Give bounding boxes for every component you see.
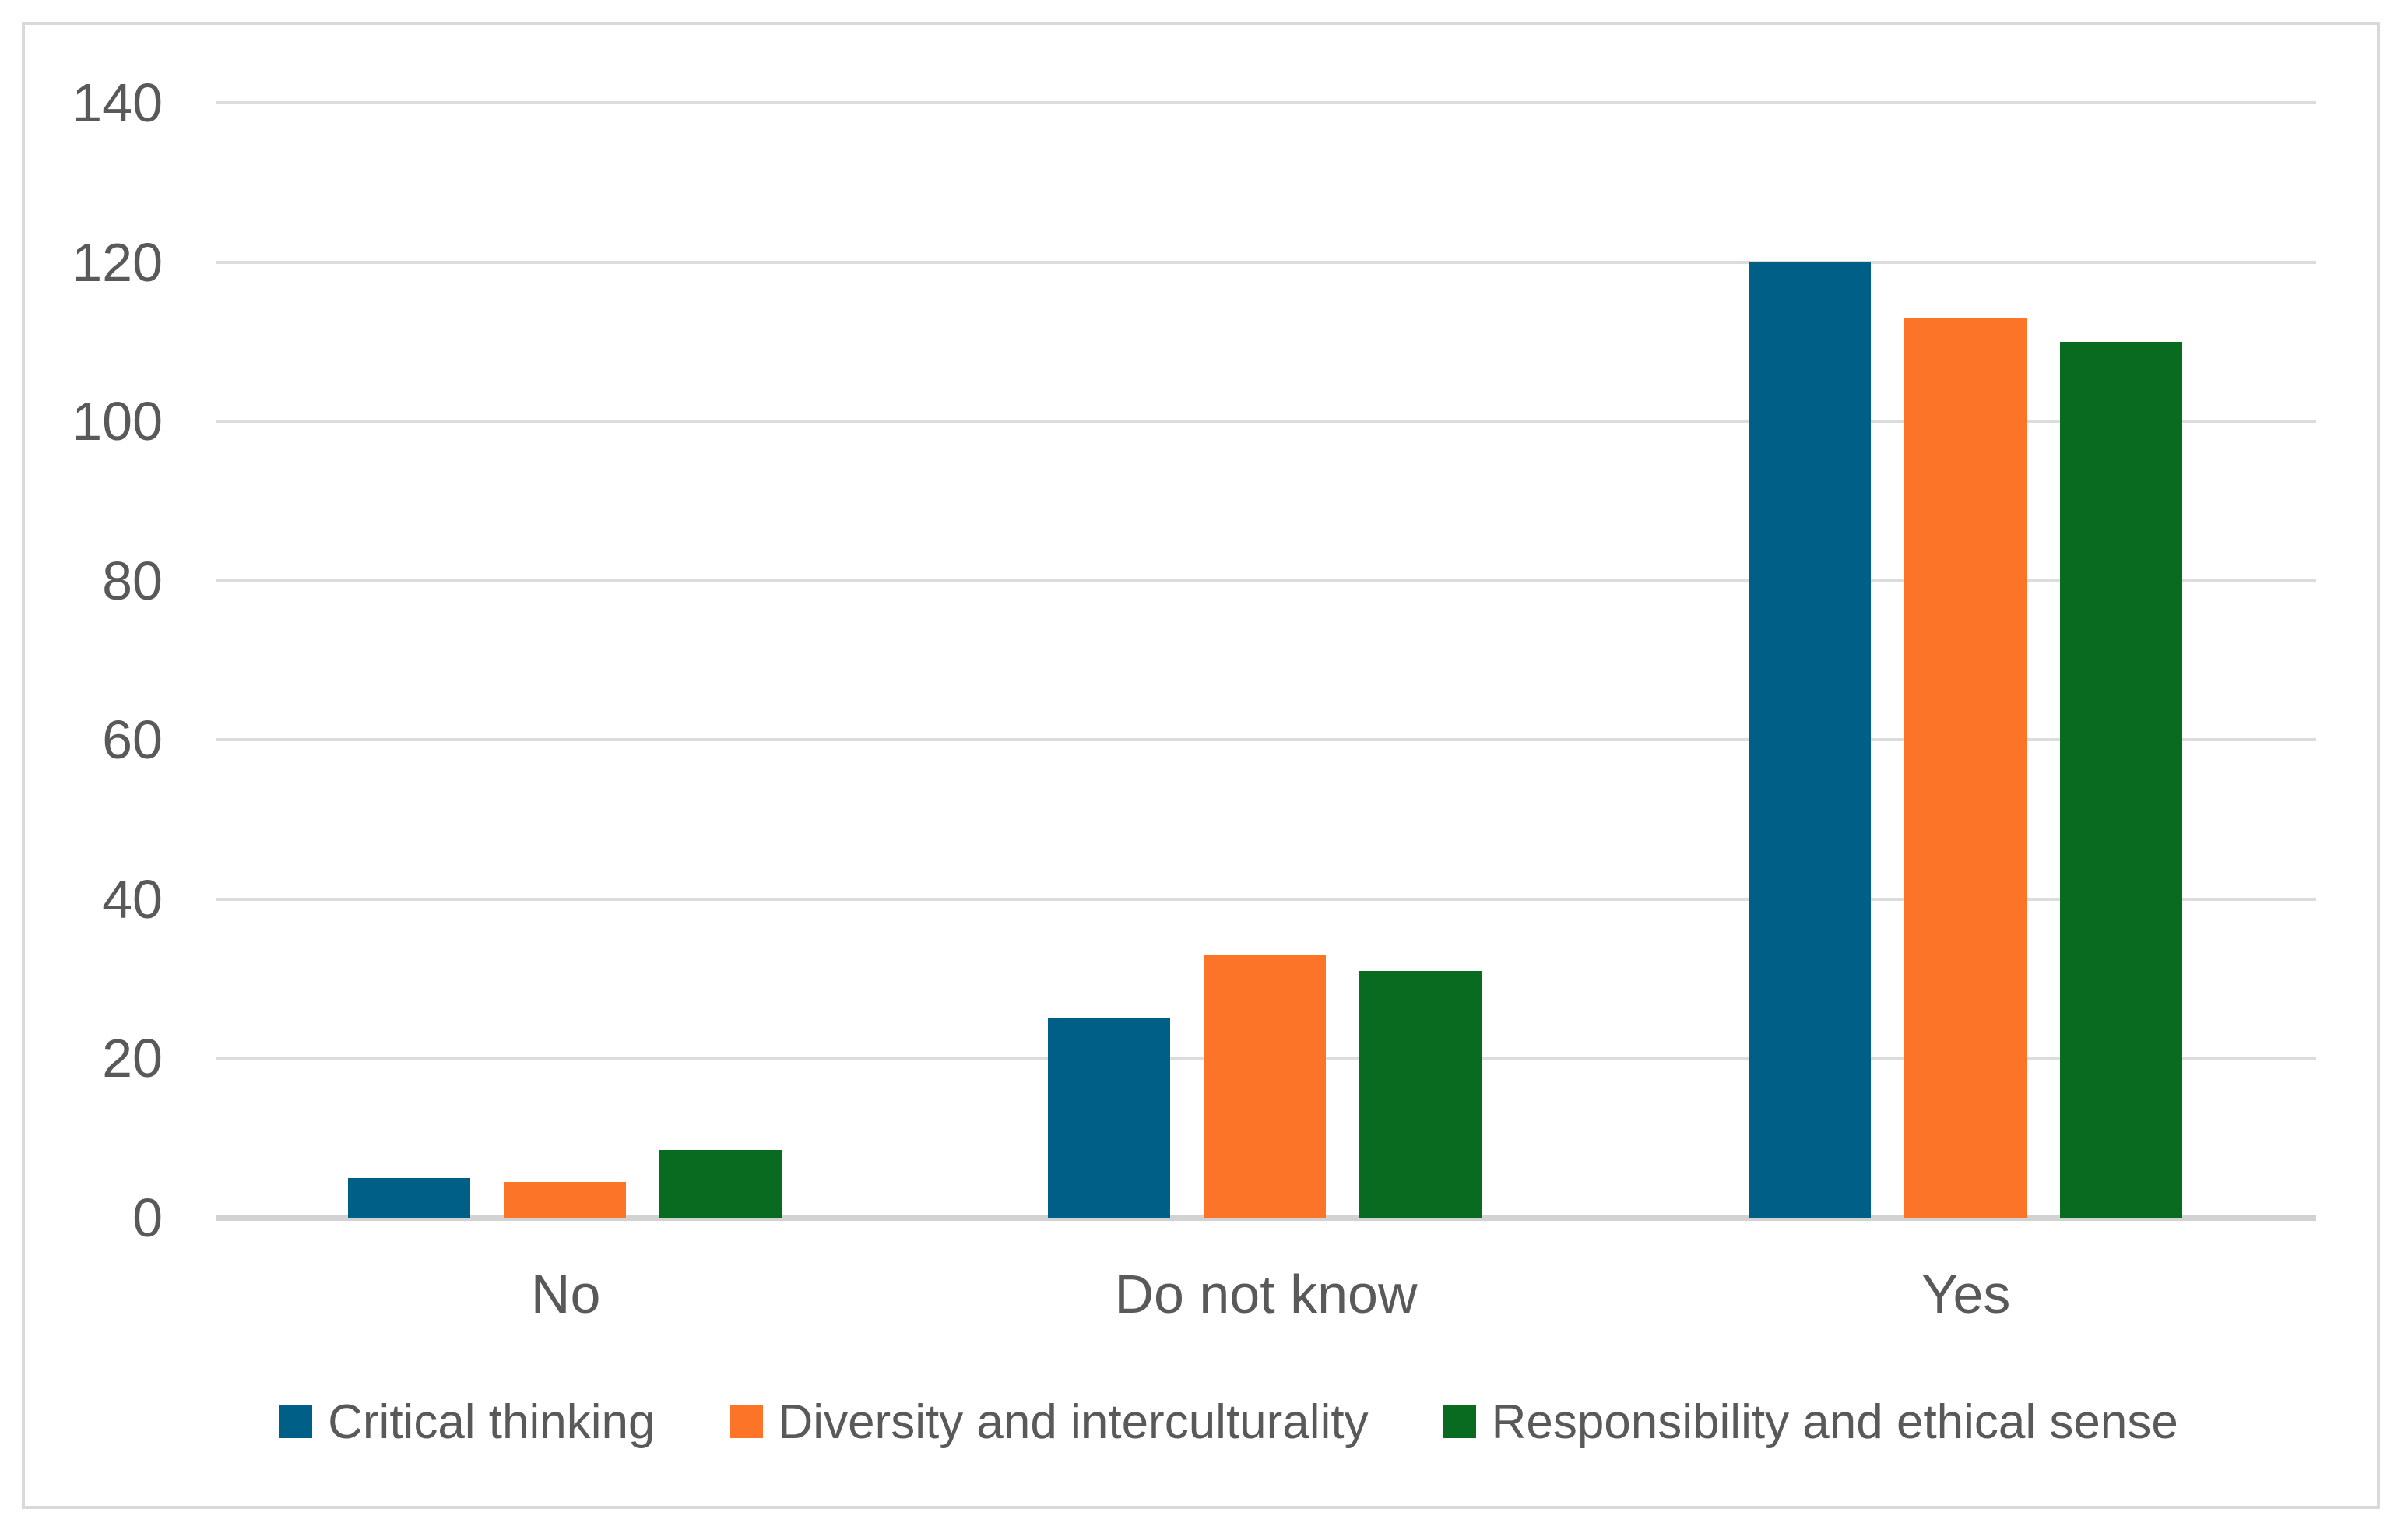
legend-swatch-diversity-and-interculturality xyxy=(729,1405,763,1438)
y-tick-label-20: 20 xyxy=(102,1028,163,1089)
legend-label-diversity-and-interculturality: Diversity and interculturality xyxy=(778,1395,1369,1449)
bar-critical-thinking-yes xyxy=(1748,262,1871,1218)
bar-critical-thinking-no xyxy=(348,1178,470,1218)
legend-item-diversity-and-interculturality: Diversity and interculturality xyxy=(729,1395,1369,1450)
gridline-40 xyxy=(216,897,2316,901)
y-tick-label-120: 120 xyxy=(72,231,163,293)
bar-diversity-and-interculturality-yes xyxy=(1904,318,2027,1218)
y-tick-label-80: 80 xyxy=(102,550,163,611)
x-axis-line xyxy=(216,1215,2316,1221)
category-label-no: No xyxy=(530,1264,601,1324)
bar-responsibility-and-ethical-sense-no xyxy=(659,1150,782,1218)
y-tick-label-0: 0 xyxy=(132,1187,163,1248)
legend-swatch-responsibility-and-ethical-sense xyxy=(1443,1405,1476,1438)
legend-swatch-critical-thinking xyxy=(279,1405,313,1438)
gridline-60 xyxy=(216,738,2316,742)
gridline-80 xyxy=(216,579,2316,582)
legend-label-critical-thinking: Critical thinking xyxy=(328,1395,656,1449)
gridline-140 xyxy=(216,101,2316,104)
y-tick-label-100: 100 xyxy=(72,391,163,452)
bar-responsibility-and-ethical-sense-do-not-know xyxy=(1359,971,1482,1218)
chart-border-frame: 0 20 40 60 80 100 120 140 No Do not know Yes Crit… xyxy=(22,22,2380,1509)
legend: Critical thinking Diversity and intercult… xyxy=(25,1391,2408,1453)
legend-item-critical-thinking: Critical thinking xyxy=(279,1395,656,1450)
legend-item-responsibility-and-ethical-sense: Responsibility and ethical sense xyxy=(1443,1395,2178,1450)
legend-label-responsibility-and-ethical-sense: Responsibility and ethical sense xyxy=(1491,1395,2178,1449)
bar-responsibility-and-ethical-sense-yes xyxy=(2059,342,2182,1218)
y-tick-label-40: 40 xyxy=(102,868,163,930)
y-tick-label-60: 60 xyxy=(102,709,163,771)
y-tick-label-140: 140 xyxy=(72,72,163,133)
gridline-100 xyxy=(216,420,2316,424)
category-label-do-not-know: Do not know xyxy=(1114,1264,1418,1324)
bar-diversity-and-interculturality-do-not-know xyxy=(1204,955,1327,1218)
bar-critical-thinking-do-not-know xyxy=(1048,1018,1171,1218)
bar-diversity-and-interculturality-no xyxy=(504,1182,626,1218)
category-label-yes: Yes xyxy=(1921,1264,2011,1324)
gridline-120 xyxy=(216,260,2316,264)
